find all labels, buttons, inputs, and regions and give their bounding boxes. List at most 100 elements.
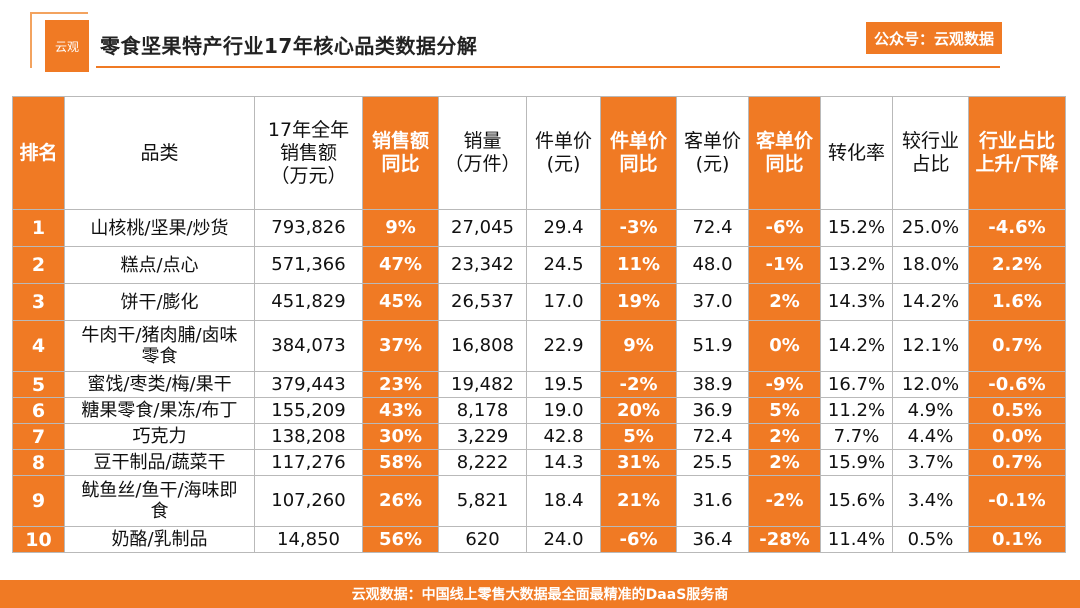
table-cell: -1%	[748, 246, 821, 284]
table-cell: 12.1%	[892, 320, 969, 372]
table-cell: 0.5%	[968, 397, 1066, 424]
table-cell: 16.7%	[820, 371, 893, 398]
table-cell: -2%	[600, 371, 677, 398]
table-cell: 3,229	[438, 423, 527, 450]
table-cell: 20%	[600, 397, 677, 424]
table-cell: 47%	[362, 246, 439, 284]
rank-cell: 6	[12, 397, 65, 424]
column-header: 件单价 同比	[600, 96, 677, 210]
table-row: 7 巧克力 138,208 30% 3,229 42.8 5% 72.4 2% 7.7% 4.4% 0…	[12, 423, 1066, 450]
table-cell: 620	[438, 526, 527, 553]
column-header: 行业占比 上升/下降	[968, 96, 1066, 210]
table-cell: 19%	[600, 283, 677, 321]
rank-cell: 10	[12, 526, 65, 553]
table-cell: 17.0	[526, 283, 601, 321]
table-cell: 0.7%	[968, 449, 1066, 476]
table-cell: 29.4	[526, 209, 601, 247]
column-header: 排名	[12, 96, 65, 210]
table-cell: 11%	[600, 246, 677, 284]
table-cell: 3.7%	[892, 449, 969, 476]
table-cell: 571,366	[254, 246, 363, 284]
table-row: 6 糖果零食/果冻/布丁 155,209 43% 8,178 19.0 20% 36.9 5% 1…	[12, 397, 1066, 424]
table-cell: 51.9	[676, 320, 749, 372]
table-row: 2 糕点/点心 571,366 47% 23,342 24.5 11% 48.0 -1% 13.2…	[12, 246, 1066, 284]
table-cell: 11.4%	[820, 526, 893, 553]
table-cell: 58%	[362, 449, 439, 476]
table-cell: 2%	[748, 283, 821, 321]
table-cell: 5%	[748, 397, 821, 424]
table-cell: 36.9	[676, 397, 749, 424]
table-cell: 23%	[362, 371, 439, 398]
table-cell: 155,209	[254, 397, 363, 424]
table-cell: 19,482	[438, 371, 527, 398]
table-cell: -6%	[600, 526, 677, 553]
table-cell: 8,222	[438, 449, 527, 476]
table-cell: 48.0	[676, 246, 749, 284]
table-cell: -0.6%	[968, 371, 1066, 398]
table-cell: 22.9	[526, 320, 601, 372]
table-cell: 43%	[362, 397, 439, 424]
table-cell: 0.1%	[968, 526, 1066, 553]
logo-text: 云观	[54, 39, 79, 54]
category-cell: 蜜饯/枣类/梅/果干	[64, 371, 255, 398]
column-header: 销量 （万件）	[438, 96, 527, 210]
table-cell: 38.9	[676, 371, 749, 398]
table-cell: 31.6	[676, 475, 749, 527]
category-cell: 山核桃/坚果/炒货	[64, 209, 255, 247]
category-cell: 糕点/点心	[64, 246, 255, 284]
table-cell: -6%	[748, 209, 821, 247]
table-cell: 24.5	[526, 246, 601, 284]
table-cell: 0%	[748, 320, 821, 372]
table-cell: 451,829	[254, 283, 363, 321]
table-cell: -0.1%	[968, 475, 1066, 527]
category-cell: 巧克力	[64, 423, 255, 450]
table-cell: -28%	[748, 526, 821, 553]
table-cell: -3%	[600, 209, 677, 247]
footer-banner: 云观数据：中国线上零售大数据最全面最精准的DaaS服务商	[0, 580, 1080, 608]
rank-cell: 3	[12, 283, 65, 321]
table-cell: 23,342	[438, 246, 527, 284]
table-row: 9 鱿鱼丝/鱼干/海味即食 107,260 26% 5,821 18.4 21% 31.6 -2…	[12, 475, 1066, 527]
table-cell: 138,208	[254, 423, 363, 450]
category-cell: 奶酪/乳制品	[64, 526, 255, 553]
table-cell: 21%	[600, 475, 677, 527]
table-cell: 27,045	[438, 209, 527, 247]
column-header: 销售额 同比	[362, 96, 439, 210]
table-cell: 14.3%	[820, 283, 893, 321]
table-cell: 45%	[362, 283, 439, 321]
table-cell: 14,850	[254, 526, 363, 553]
table-cell: 37%	[362, 320, 439, 372]
table-cell: 25.0%	[892, 209, 969, 247]
rank-cell: 2	[12, 246, 65, 284]
table-row: 5 蜜饯/枣类/梅/果干 379,443 23% 19,482 19.5 -2% 38.9 -9…	[12, 371, 1066, 398]
table-cell: 15.6%	[820, 475, 893, 527]
table-row: 4 牛肉干/猪肉脯/卤味 零食 384,073 37% 16,808 22.9 9% 51.9 0…	[12, 320, 1066, 372]
table-row: 10 奶酪/乳制品 14,850 56% 620 24.0 -6% 36.4 -28% 11.4%…	[12, 526, 1066, 553]
rank-cell: 7	[12, 423, 65, 450]
column-header: 品类	[64, 96, 255, 210]
data-table-container: 排名 品类 17年全年 销售额 （万元） 销售额 同比 销量 （万件） 件单价 (元) 件单价 同比 客单…	[12, 96, 1066, 553]
table-cell: 15.9%	[820, 449, 893, 476]
category-cell: 饼干/膨化	[64, 283, 255, 321]
table-cell: 0.7%	[968, 320, 1066, 372]
table-cell: 30%	[362, 423, 439, 450]
table-cell: 19.0	[526, 397, 601, 424]
table-cell: 14.2%	[820, 320, 893, 372]
page-title: 零食坚果特产行业17年核心品类数据分解	[100, 34, 478, 58]
rank-cell: 1	[12, 209, 65, 247]
table-cell: 384,073	[254, 320, 363, 372]
rank-cell: 4	[12, 320, 65, 372]
table-cell: 12.0%	[892, 371, 969, 398]
table-cell: 8,178	[438, 397, 527, 424]
table-cell: 9%	[600, 320, 677, 372]
table-cell: 26,537	[438, 283, 527, 321]
table-cell: 18.4	[526, 475, 601, 527]
table-cell: 3.4%	[892, 475, 969, 527]
table-cell: 42.8	[526, 423, 601, 450]
table-cell: 14.2%	[892, 283, 969, 321]
table-cell: 2%	[748, 423, 821, 450]
table-cell: 5%	[600, 423, 677, 450]
table-cell: 37.0	[676, 283, 749, 321]
table-cell: -4.6%	[968, 209, 1066, 247]
table-body: 1 山核桃/坚果/炒货 793,826 9% 27,045 29.4 -3% 72.4 -6% 1…	[12, 209, 1066, 553]
